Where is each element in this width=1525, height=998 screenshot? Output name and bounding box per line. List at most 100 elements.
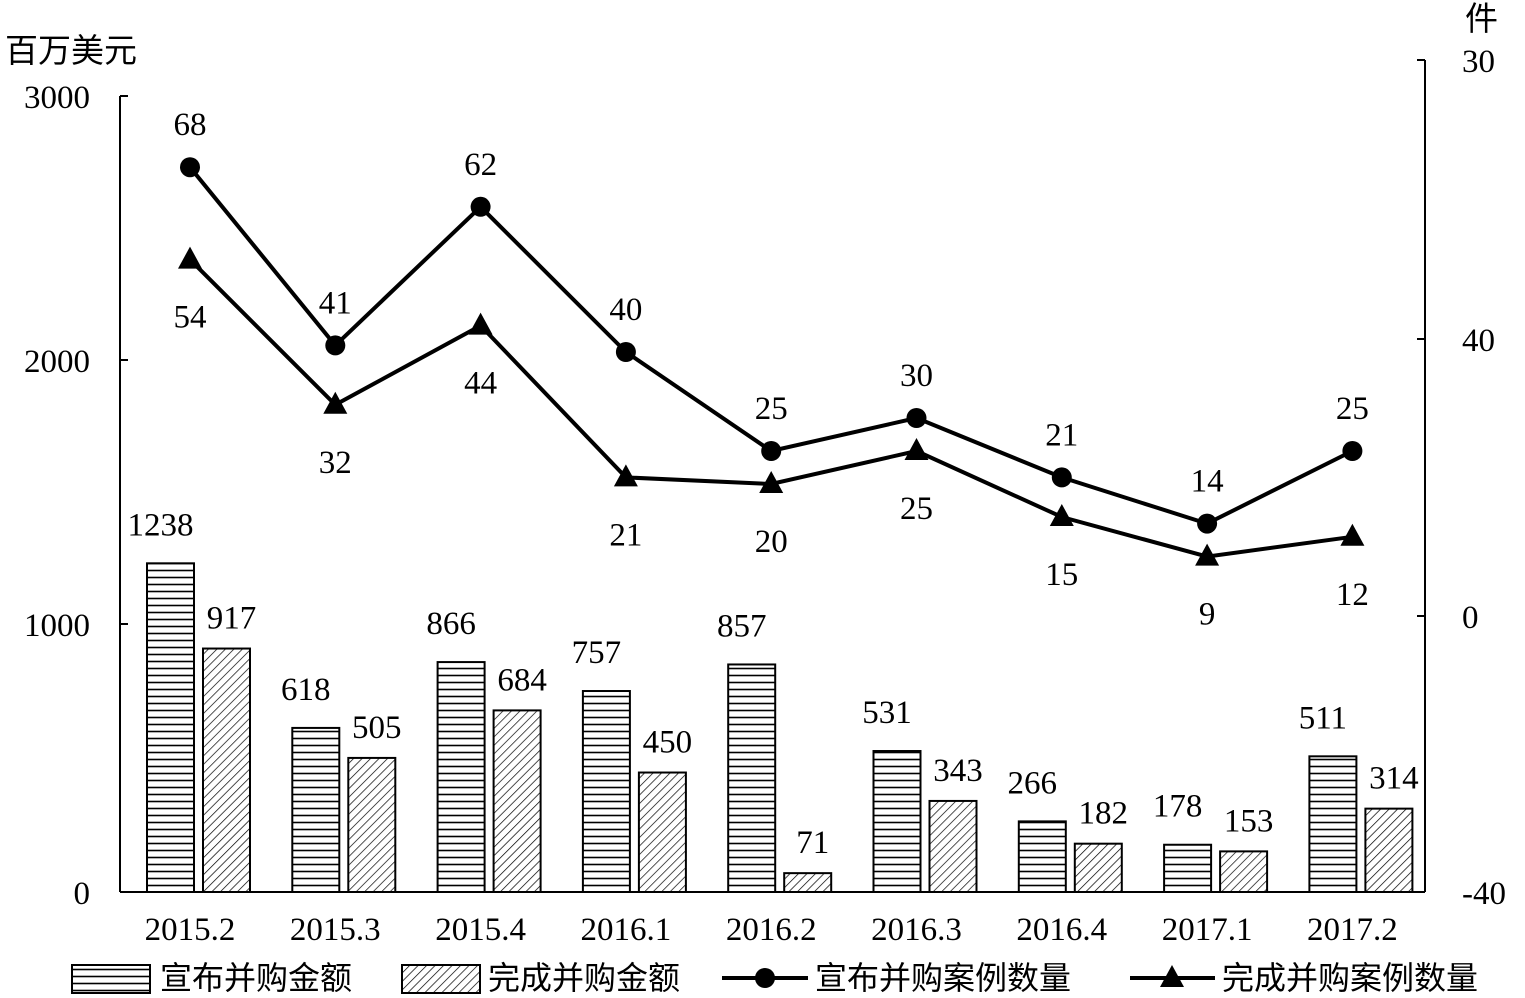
point-completed-count: [1340, 523, 1365, 546]
point-completed-count: [904, 438, 929, 460]
point-completed-count: [468, 312, 493, 335]
bar-announced-label: 178: [1153, 789, 1203, 825]
point-announced-label: 21: [1045, 417, 1078, 453]
bar-announced-amount: [727, 663, 777, 893]
bar-completed-label: 314: [1369, 761, 1419, 797]
bar-announced-amount: [291, 726, 341, 894]
legend-marker-circle-icon: [755, 968, 775, 988]
point-completed-count: [323, 391, 348, 414]
bar-announced-label: 618: [281, 672, 331, 708]
point-completed-label: 12: [1336, 577, 1369, 613]
point-announced-label: 40: [609, 292, 642, 328]
legend-label-completed-count: 完成并购案例数量: [1222, 960, 1478, 996]
point-completed-label: 32: [319, 445, 352, 481]
point-announced-label: 62: [464, 147, 497, 183]
legend-label-announced-amount: 宣布并购金额: [160, 960, 352, 996]
bar-completed-amount: [928, 799, 978, 893]
left-axis-unit: 百万美元: [5, 33, 137, 70]
right-tick-label: 40: [1462, 323, 1495, 359]
point-completed-label: 9: [1199, 597, 1216, 633]
point-completed-count: [178, 246, 202, 269]
point-announced-label: 68: [174, 107, 207, 143]
bar-completed-amount: [202, 647, 251, 893]
point-completed-label: 44: [464, 366, 497, 402]
bar-announced-amount: [436, 661, 486, 894]
point-completed-count: [1195, 543, 1220, 566]
bar-announced-amount: [1017, 820, 1067, 894]
point-announced-count: [325, 335, 346, 356]
point-announced-label: 14: [1191, 464, 1224, 500]
bar-completed-label: 153: [1224, 803, 1274, 839]
point-announced-count: [180, 157, 200, 178]
x-tick-label: 2015.3: [290, 912, 381, 948]
point-completed-count: [759, 471, 784, 493]
legend-label-completed-amount: 完成并购金额: [488, 960, 680, 996]
legend-swatch-completed-amount: [401, 964, 481, 994]
bar-completed-amount: [1073, 842, 1123, 894]
bar-completed-amount: [637, 771, 687, 894]
right-tick-label: -40: [1462, 876, 1506, 912]
right-tick-label: 0: [1462, 600, 1479, 636]
point-announced-label: 25: [755, 391, 788, 427]
bar-completed-label: 450: [643, 725, 693, 761]
x-tick-label: 2016.3: [871, 912, 962, 948]
point-completed-label: 21: [609, 517, 642, 553]
bar-completed-label: 684: [497, 662, 547, 698]
bar-announced-label: 266: [1008, 765, 1058, 801]
legend-swatch-announced-amount: [71, 964, 151, 994]
bar-completed-amount: [783, 872, 833, 893]
right-tick-label: 30: [1462, 44, 1495, 80]
right-axis-unit: 件: [1465, 2, 1498, 38]
bar-announced-amount: [581, 690, 631, 893]
x-tick-label: 2015.2: [145, 912, 236, 948]
left-tick-label: 2000: [24, 344, 90, 380]
point-announced-count: [1051, 467, 1072, 488]
bar-completed-label: 71: [796, 825, 829, 861]
x-tick-label: 2015.4: [435, 912, 526, 948]
point-completed-label: 15: [1045, 557, 1078, 593]
point-completed-label: 20: [755, 524, 788, 560]
point-completed-label: 25: [900, 491, 933, 527]
left-tick-label: 1000: [24, 608, 90, 644]
bar-announced-label: 531: [862, 695, 912, 731]
point-announced-label: 41: [319, 285, 352, 321]
point-announced-count: [906, 408, 927, 428]
bar-announced-label: 511: [1299, 700, 1347, 736]
bar-announced-label: 1238: [128, 507, 194, 543]
point-announced-count: [761, 441, 782, 461]
bar-completed-label: 505: [352, 710, 402, 746]
legend-marker-triangle-icon: [1160, 965, 1184, 987]
point-announced-label: 30: [900, 358, 933, 394]
line-announced-count: [188, 165, 1354, 526]
point-completed-label: 54: [174, 300, 207, 336]
bar-completed-label: 917: [207, 601, 257, 637]
point-announced-count: [1342, 441, 1363, 461]
bar-completed-amount: [1219, 850, 1269, 893]
bar-announced-label: 857: [717, 608, 767, 644]
x-tick-label: 2016.2: [726, 912, 817, 948]
left-tick-label: 0: [74, 876, 91, 912]
point-announced-count: [1197, 513, 1218, 534]
x-tick-label: 2016.1: [581, 912, 672, 948]
bar-announced-label: 866: [426, 606, 476, 642]
bar-announced-amount: [146, 562, 195, 893]
bar-completed-label: 182: [1079, 796, 1129, 832]
legend-label-announced-count: 宣布并购案例数量: [815, 960, 1071, 996]
point-completed-count: [613, 464, 638, 487]
bar-announced-label: 757: [572, 635, 622, 671]
bar-completed-label: 343: [933, 753, 983, 789]
x-tick-label: 2016.4: [1016, 912, 1107, 948]
bar-completed-amount: [1364, 807, 1414, 893]
point-completed-count: [1049, 504, 1074, 526]
bar-announced-amount: [1308, 755, 1358, 894]
point-announced-count: [615, 342, 636, 362]
bar-completed-amount: [347, 756, 397, 893]
bar-announced-amount: [872, 750, 922, 893]
x-tick-label: 2017.2: [1307, 912, 1398, 948]
x-tick-label: 2017.1: [1162, 912, 1253, 948]
point-announced-count: [470, 196, 491, 217]
bar-completed-amount: [492, 709, 542, 894]
left-tick-label: 3000: [24, 80, 90, 116]
bar-announced-amount: [1163, 843, 1213, 894]
